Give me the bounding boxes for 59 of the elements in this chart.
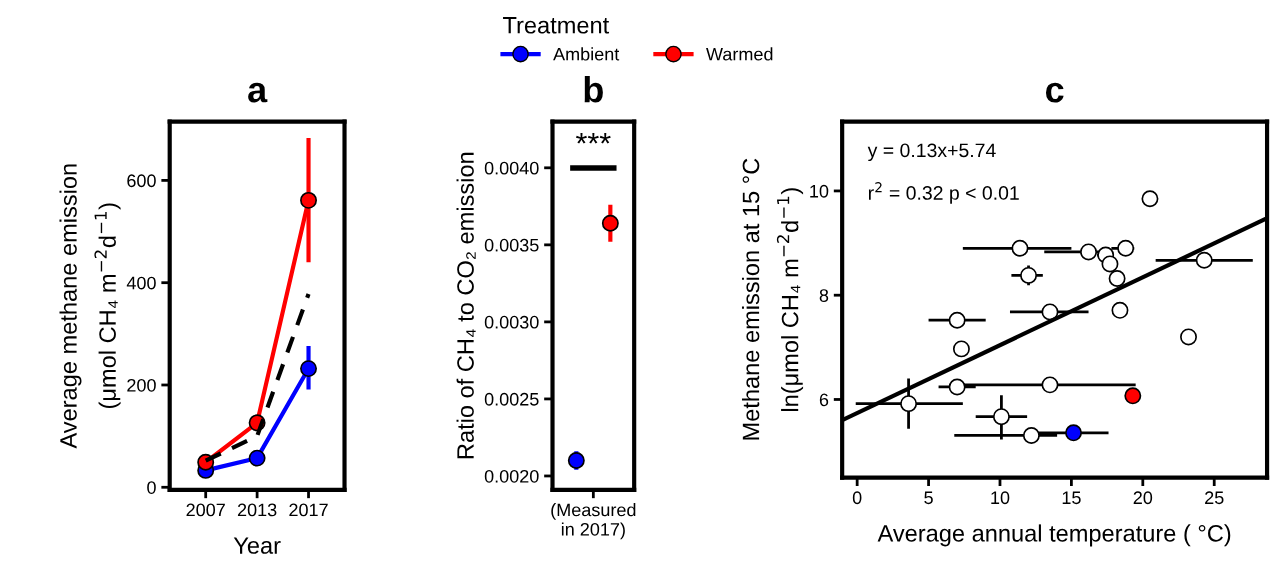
point [1117, 239, 1135, 257]
point [248, 449, 266, 467]
y-tick-label: 0.0035 [484, 238, 539, 252]
x-tick-label: 2007 [186, 503, 225, 517]
point [1101, 255, 1119, 273]
legend-label: Ambient [553, 47, 620, 61]
chart-title: a [248, 82, 268, 103]
x-axis-title: Average annual temperature ( °C) [877, 524, 1231, 547]
point [1011, 239, 1029, 257]
x-tick-label: 25 [1205, 491, 1224, 505]
x-axis-title: Year [233, 537, 281, 554]
point [1065, 424, 1083, 442]
y-tick-label: 0.0030 [484, 315, 539, 329]
point [948, 311, 966, 329]
point [1041, 376, 1059, 394]
point [948, 378, 966, 396]
point [1020, 266, 1038, 284]
point [1080, 243, 1098, 261]
x-tick-label: 0 [852, 491, 862, 505]
y-tick-label: 0.0020 [484, 469, 539, 483]
x-tick-label: 20 [1133, 491, 1153, 505]
point [900, 395, 918, 413]
point [1195, 251, 1213, 269]
annotation: r$^{2}$ = 0.32 p < 0.01 [868, 182, 1019, 204]
x-tick-label: 10 [991, 491, 1010, 505]
y-tick-label: 8 [819, 289, 829, 302]
x-tick-label: 2017 [289, 503, 328, 517]
point [992, 408, 1010, 426]
y-axis-title: Average methane emission (μmol CH₄ m$^{−2}$d$^{−1}$) [59, 164, 121, 449]
point [1108, 270, 1126, 287]
point [300, 360, 318, 378]
y-tick-label: 10 [810, 184, 829, 198]
annotation: *** [575, 132, 611, 144]
point [1124, 387, 1142, 405]
y-tick-label: 200 [127, 378, 156, 392]
x-tick-label: 5 [924, 491, 933, 505]
annotation: y = 0.13x+5.74 [867, 143, 996, 162]
y-tick-label: 0.0025 [484, 392, 539, 406]
point [1141, 190, 1159, 208]
y-axis-title: Ratio of CH₄ to CO₂ emission [456, 152, 476, 459]
chart-title: b [584, 75, 603, 103]
y-tick-label: 0 [147, 481, 156, 494]
x-tick-label: 15 [1062, 491, 1081, 505]
y-tick-label: 600 [127, 174, 156, 188]
y-axis-title: Methane emission at 15 °C ln(μmol CH₄ m$^{−2}$d$^{−1}$) [741, 158, 804, 440]
point [1041, 303, 1059, 321]
x-tick-label: (Measured in 2017) [551, 503, 636, 540]
y-tick-label: 400 [126, 276, 156, 290]
point [300, 191, 318, 209]
x-tick-label: 2013 [237, 503, 277, 517]
legend-label: Warmed [706, 47, 773, 61]
point [1022, 426, 1040, 444]
point [1180, 328, 1197, 346]
y-tick-label: 0.0040 [484, 161, 539, 175]
point [1111, 301, 1129, 319]
point [952, 340, 970, 358]
y-tick-label: 6 [819, 393, 829, 407]
chart-title: c [1045, 82, 1064, 103]
legend-title: Treatment [503, 17, 610, 34]
